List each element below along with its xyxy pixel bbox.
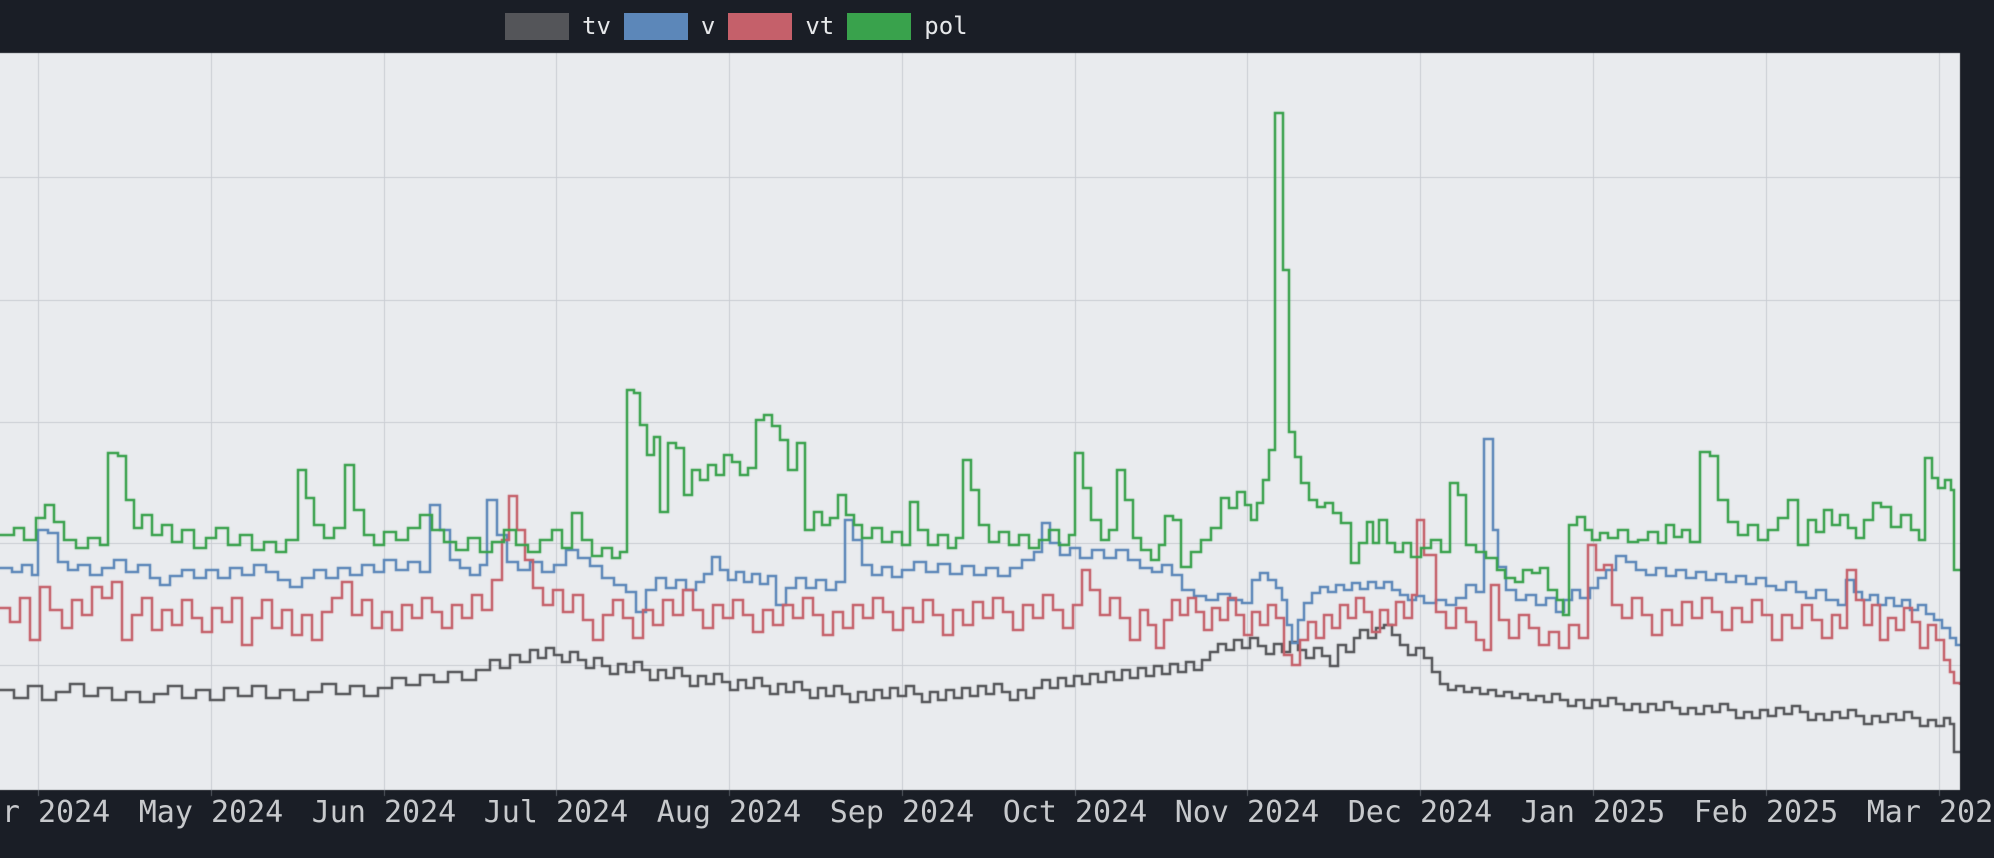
legend-swatch-vt <box>728 12 793 40</box>
x-axis-label: Aug 2024 <box>656 795 802 830</box>
x-axis-label: Jun 2024 <box>311 795 457 830</box>
x-axis-label: Dec 2024 <box>1347 795 1493 830</box>
x-axis-label: May 2024 <box>138 795 284 830</box>
x-axis-label: Jan 2025 <box>1520 795 1666 830</box>
x-axis-label: Apr 2024 <box>0 795 111 830</box>
chart-legend: tv v vt pol <box>505 0 968 52</box>
x-axis-label: Sep 2024 <box>829 795 975 830</box>
legend-label: tv <box>582 12 611 40</box>
x-axis-label: Nov 2024 <box>1174 795 1320 830</box>
x-axis-label: Mar 2025 <box>1866 795 1994 830</box>
x-axis-label: Jul 2024 <box>483 795 629 830</box>
legend-swatch-v <box>623 12 688 40</box>
x-axis-label: Oct 2024 <box>1002 795 1148 830</box>
legend-item-tv[interactable]: tv <box>505 12 611 40</box>
x-axis: Apr 2024 May 2024 Jun 2024 Jul 2024 Aug 2024… <box>0 796 1994 836</box>
legend-label: v <box>700 12 716 40</box>
legend-item-vt[interactable]: vt <box>728 12 835 40</box>
legend-item-v[interactable]: v <box>623 12 716 40</box>
legend-swatch-pol <box>847 12 912 40</box>
legend-label: vt <box>805 12 835 40</box>
legend-swatch-tv <box>505 12 569 40</box>
x-axis-label: Feb 2025 <box>1693 795 1839 830</box>
legend-item-pol[interactable]: pol <box>847 12 968 40</box>
legend-label: pol <box>924 12 968 40</box>
